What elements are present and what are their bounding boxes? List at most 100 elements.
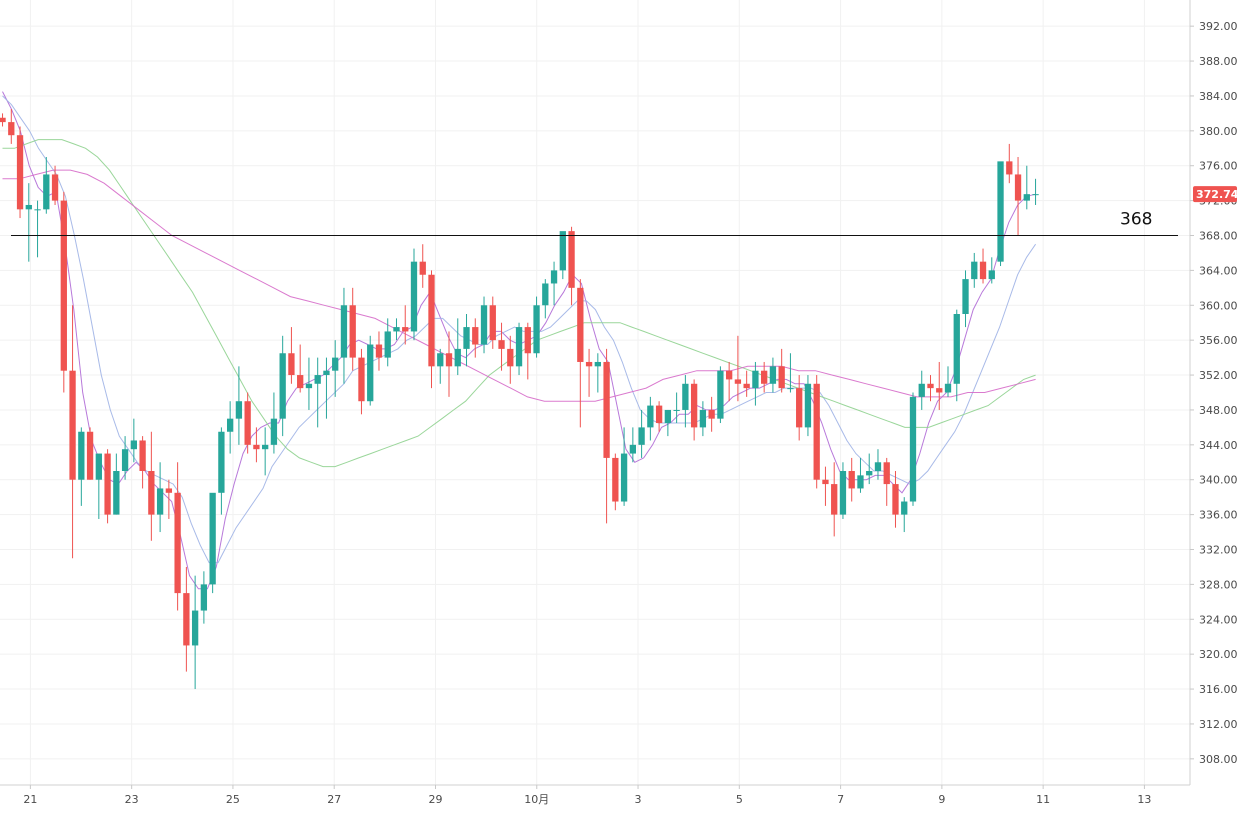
candle-body-up — [909, 396, 917, 502]
candle-body-up — [717, 370, 724, 419]
candle-body-up — [463, 327, 470, 349]
candle-body-down — [253, 444, 260, 450]
candle-body-down — [0, 117, 6, 123]
candle-body-up — [874, 462, 882, 471]
x-tick-label: 11 — [1036, 793, 1050, 806]
x-tick-label: 29 — [428, 793, 442, 806]
x-tick-label: 21 — [23, 793, 37, 806]
candle-body-down — [8, 122, 15, 136]
candle-body-up — [113, 471, 120, 515]
candle-body-up — [769, 366, 777, 384]
y-tick-label: 340.00 — [1199, 474, 1238, 487]
last-price-tag-text: 372.74 — [1196, 188, 1239, 201]
candle-body-down — [568, 231, 575, 288]
candle-body-down — [796, 388, 803, 428]
candle-body-down — [979, 261, 987, 280]
y-tick-label: 380.00 — [1199, 125, 1238, 138]
candle-body-down — [1006, 161, 1013, 175]
candle-body-up — [962, 279, 969, 314]
candle-body-down — [585, 361, 593, 367]
candle-body-up — [480, 305, 488, 345]
y-tick-label: 328.00 — [1199, 578, 1238, 591]
y-tick-label: 324.00 — [1199, 613, 1238, 626]
candle-body-up — [673, 409, 680, 411]
candle-body-down — [577, 287, 584, 362]
candle-body-down — [16, 135, 24, 210]
candle-body-up — [533, 305, 540, 354]
candle-body-down — [1014, 174, 1022, 201]
candle-body-up — [620, 453, 628, 502]
candle-body-down — [883, 462, 890, 485]
x-tick-label: 3 — [635, 793, 642, 806]
candle-body-down — [831, 484, 838, 515]
candle-body-up — [699, 409, 707, 428]
candle-body-down — [761, 370, 768, 384]
x-tick-label: 23 — [125, 793, 139, 806]
x-tick-label: 25 — [226, 793, 240, 806]
y-tick-label: 368.00 — [1199, 230, 1238, 243]
candle-body-up — [95, 453, 102, 480]
y-tick-label: 392.00 — [1199, 20, 1238, 33]
candle-body-down — [848, 471, 855, 489]
y-tick-label: 344.00 — [1199, 439, 1238, 452]
candle-body-up — [594, 361, 601, 367]
candle-body-up — [314, 375, 321, 384]
candle-body-up — [1032, 194, 1039, 196]
candle-body-up — [997, 161, 1004, 262]
candle-body-up — [988, 270, 995, 280]
candle-body-down — [708, 409, 715, 419]
candle-body-down — [375, 344, 383, 358]
candle-body-down — [743, 383, 750, 389]
candle-body-up — [235, 401, 243, 419]
candle-body-up — [944, 383, 952, 393]
candle-body-up — [200, 584, 208, 611]
candle-body-up — [515, 327, 523, 367]
candle-body-up — [839, 471, 847, 515]
candle-body-down — [936, 388, 943, 393]
candle-body-down — [104, 453, 111, 515]
candle-body-down — [428, 274, 435, 367]
candle-body-up — [953, 314, 960, 384]
y-tick-label: 308.00 — [1199, 753, 1238, 766]
candle-body-up — [629, 444, 637, 454]
candle-body-down — [603, 361, 610, 458]
y-tick-label: 332.00 — [1199, 544, 1238, 557]
candle-body-down — [655, 405, 663, 424]
candle-body-down — [498, 340, 505, 349]
candle-body-up — [78, 431, 85, 480]
x-tick-label: 5 — [736, 793, 743, 806]
candle-body-down — [472, 327, 479, 345]
x-tick-label: 10月 — [524, 793, 549, 806]
candle-body-up — [918, 383, 925, 397]
candle-body-up — [218, 431, 225, 493]
candle-body-down — [507, 348, 514, 367]
candle-body-down — [524, 327, 531, 354]
candle-body-up — [971, 261, 978, 280]
candle-body-down — [174, 492, 181, 594]
candle-body-down — [822, 479, 829, 485]
candle-body-up — [367, 344, 374, 402]
x-tick-label: 7 — [837, 793, 844, 806]
candle-body-up — [550, 270, 558, 284]
candle-body-down — [349, 305, 356, 358]
candle-body-up — [437, 353, 444, 367]
y-tick-label: 376.00 — [1199, 160, 1238, 173]
candle-body-up — [857, 475, 864, 489]
candle-body-up — [305, 383, 313, 389]
candle-body-down — [139, 440, 146, 471]
candle-body-up — [752, 370, 759, 389]
candle-body-down — [60, 200, 67, 371]
candle-body-up — [34, 209, 41, 211]
candle-body-down — [489, 305, 496, 341]
x-tick-label: 9 — [938, 793, 945, 806]
candles — [0, 109, 1039, 690]
y-tick-label: 356.00 — [1199, 334, 1238, 347]
candle-body-up — [209, 492, 216, 585]
candle-body-down — [69, 370, 76, 480]
candle-body-up — [25, 204, 32, 210]
y-tick-label: 336.00 — [1199, 509, 1238, 522]
candle-body-up — [156, 488, 164, 515]
candle-body-up — [559, 231, 566, 271]
